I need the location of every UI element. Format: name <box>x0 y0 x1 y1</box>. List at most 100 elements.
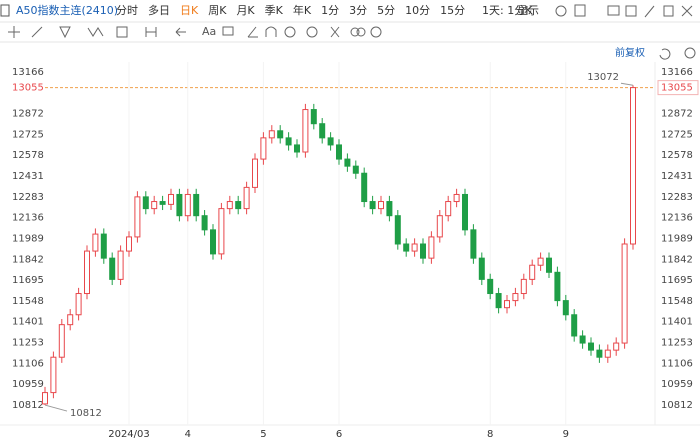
candle-body <box>504 300 510 309</box>
candle-body <box>268 130 275 139</box>
candle-body <box>604 349 611 358</box>
symbol[interactable]: A50指数主连(2410) <box>16 3 118 17</box>
period-tab[interactable]: 季K <box>265 4 284 17</box>
adjust-mode[interactable]: 前复权 <box>615 46 645 59</box>
tool-settings[interactable] <box>370 26 382 38</box>
candle-body <box>252 158 258 188</box>
display-menu[interactable]: 显示 <box>517 4 539 17</box>
y-tick-label-left: 11695 <box>12 275 44 286</box>
close-icon[interactable] <box>681 5 693 17</box>
hide-tool[interactable] <box>284 26 296 38</box>
candle-body <box>546 257 552 273</box>
y-tick-label-right: 11989 <box>661 233 693 244</box>
y-tick-label-left: 12578 <box>12 150 44 161</box>
wave-tool[interactable] <box>87 27 104 37</box>
period-tab[interactable]: 1分 <box>321 4 339 17</box>
y-tick-label-left: 11548 <box>12 296 44 307</box>
arrow-tool[interactable] <box>175 27 186 37</box>
candle-body <box>226 201 233 210</box>
x-tick-label: 6 <box>336 429 342 440</box>
candle-body <box>621 243 628 344</box>
delete-tool[interactable] <box>330 26 340 38</box>
period-tab[interactable]: 3分 <box>349 4 367 17</box>
note-icon[interactable] <box>663 5 674 17</box>
y-tick-label-left: 10812 <box>12 400 44 411</box>
candle-body <box>571 314 578 337</box>
link-tool[interactable] <box>350 27 360 37</box>
period-tab[interactable]: 周K <box>208 4 227 17</box>
toolbar-icons <box>8 4 696 60</box>
y-tick-label-right: 11401 <box>661 317 693 328</box>
min-pointer <box>44 404 68 412</box>
candle-body <box>336 144 342 160</box>
close-panel-icon[interactable] <box>684 47 696 59</box>
candle-body <box>285 137 292 146</box>
period-tab[interactable]: 10分 <box>405 4 430 17</box>
plot: 13166 13166 13055 13055 12872 12872 12725 12725… <box>12 62 699 440</box>
settings-icon[interactable] <box>555 5 567 17</box>
x-tick-label: 4 <box>185 429 191 440</box>
candle-body <box>201 215 208 231</box>
period-tab[interactable]: 年K <box>293 3 312 17</box>
period-tab[interactable]: 15分 <box>440 4 465 17</box>
draw-icon[interactable] <box>644 5 655 18</box>
layout-icon[interactable] <box>574 4 586 17</box>
link-tool[interactable] <box>356 27 366 37</box>
candle-body <box>403 243 410 252</box>
reset-icon[interactable] <box>659 48 671 60</box>
candle-body <box>445 201 452 217</box>
lock-tool[interactable] <box>306 26 318 38</box>
candle-body <box>75 293 82 316</box>
candle-body <box>352 165 359 174</box>
move-tool[interactable] <box>8 26 20 38</box>
range-select[interactable]: 1天: 1分K <box>482 4 533 17</box>
max-label: 13072 <box>587 72 619 83</box>
candle-body <box>42 392 48 405</box>
candle-body <box>84 250 90 295</box>
y-tick-label-left: 12725 <box>12 129 44 140</box>
measure-tool[interactable] <box>145 27 157 37</box>
pattern-tool[interactable] <box>116 26 128 38</box>
candle-body <box>134 196 141 238</box>
candle-body <box>159 201 166 205</box>
y-tick-label-left: 12872 <box>12 109 44 120</box>
angle-tool[interactable] <box>247 26 258 38</box>
magnet-tool[interactable] <box>265 26 277 37</box>
window-icon[interactable] <box>625 5 637 17</box>
period-tab[interactable]: 月K <box>236 4 255 17</box>
candle-body <box>294 144 300 153</box>
line-tool[interactable] <box>31 26 43 38</box>
min-label: 10812 <box>70 408 102 419</box>
candle-body <box>210 229 216 255</box>
y-tick-label-left: 13055 <box>12 83 44 94</box>
candle-body <box>277 130 284 139</box>
x-tick-label: 5 <box>260 429 266 440</box>
y-tick-label-left: 11401 <box>12 317 44 328</box>
candle-body <box>378 201 384 210</box>
y-tick-label-right: 11842 <box>661 254 693 265</box>
period-tab[interactable]: 多日 <box>148 3 170 17</box>
y-tick-label-right: 11106 <box>661 358 693 369</box>
candle-body <box>302 109 309 153</box>
candle-body <box>327 137 334 146</box>
y-tick-label-left: 11253 <box>12 338 44 349</box>
channel-tool[interactable] <box>59 26 71 39</box>
candle-body <box>394 215 401 245</box>
camera-icon[interactable] <box>607 5 620 16</box>
y-tick-label-right: 13166 <box>661 67 693 78</box>
y-tick-label-right: 12431 <box>661 171 693 182</box>
y-tick-label-right: 12578 <box>661 150 693 161</box>
y-tick-label-right: 11253 <box>661 338 693 349</box>
candle-body <box>243 186 250 210</box>
candle-body <box>554 271 561 302</box>
candle-body <box>117 250 124 280</box>
candle-body <box>411 243 418 252</box>
y-tick-label-left: 11106 <box>12 358 44 369</box>
comment-tool[interactable] <box>222 26 234 36</box>
period-tab[interactable]: 分时 <box>116 4 138 17</box>
candle-body <box>462 193 468 231</box>
text-tool[interactable]: Aa <box>202 25 216 38</box>
period-tab[interactable]: 5分 <box>377 4 395 17</box>
period-tab[interactable]: 日K <box>180 4 199 17</box>
candle-body <box>151 201 158 210</box>
